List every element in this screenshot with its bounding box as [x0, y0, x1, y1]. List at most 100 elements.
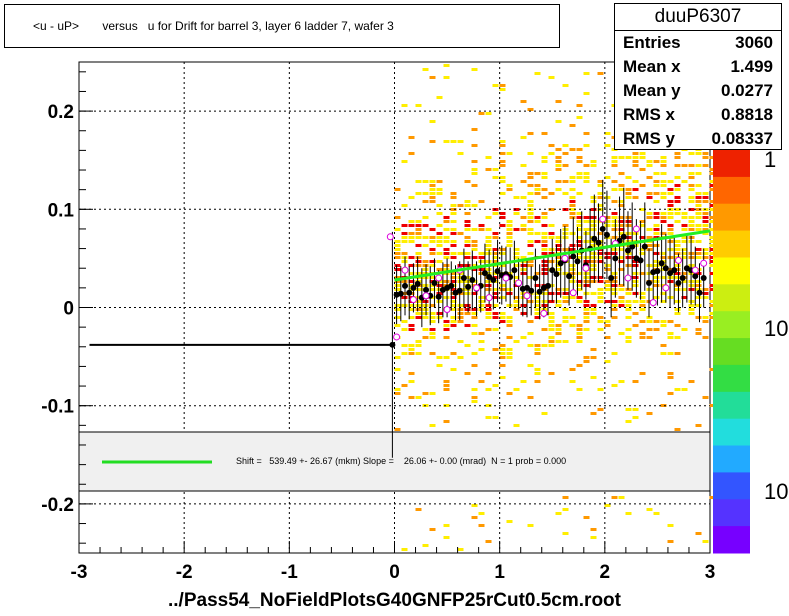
histogram-cell: [660, 156, 667, 159]
histogram-cell: [681, 180, 688, 183]
histogram-cell: [394, 308, 401, 311]
histogram-cell: [506, 336, 513, 339]
histogram-cell: [555, 300, 562, 303]
histogram-cell: [632, 408, 639, 411]
histogram-cell: [394, 244, 401, 247]
histogram-cell: [583, 516, 590, 519]
histogram-title: <u - uP> versus u for Drift for barrel 3…: [4, 4, 560, 48]
histogram-cell: [436, 284, 443, 287]
histogram-cell: [597, 232, 604, 235]
histogram-cell: [583, 256, 590, 259]
histogram-cell: [604, 504, 611, 507]
histogram-cell: [450, 244, 457, 247]
histogram-cell: [597, 328, 604, 331]
histogram-cell: [429, 284, 436, 287]
histogram-cell: [555, 340, 562, 343]
histogram-cell: [492, 232, 499, 235]
histogram-cell: [429, 312, 436, 315]
histogram-cell: [604, 360, 611, 363]
histogram-cell: [471, 240, 478, 243]
histogram-cell: [632, 416, 639, 419]
histogram-cell: [408, 272, 415, 275]
histogram-cell: [492, 212, 499, 215]
histogram-cell: [709, 252, 716, 255]
histogram-cell: [660, 164, 667, 167]
histogram-cell: [541, 176, 548, 179]
histogram-cell: [408, 152, 415, 155]
histogram-cell: [541, 196, 548, 199]
histogram-cell: [450, 256, 457, 259]
histogram-cell: [443, 324, 450, 327]
histogram-cell: [520, 336, 527, 339]
histogram-cell: [429, 184, 436, 187]
profile-point: [410, 284, 417, 291]
histogram-cell: [667, 224, 674, 227]
open-point: [632, 225, 640, 233]
histogram-cell: [618, 380, 625, 383]
histogram-cell: [429, 288, 436, 291]
histogram-cell: [506, 324, 513, 327]
x-axis: -3 -2 -1 0 1 2 3: [71, 541, 715, 583]
histogram-cell: [499, 216, 506, 219]
histogram-cell: [450, 204, 457, 207]
histogram-cell: [499, 224, 506, 227]
histogram-cell: [597, 276, 604, 279]
colorbar-segment: [713, 364, 750, 393]
histogram-cell: [429, 192, 436, 195]
histogram-cell: [611, 304, 618, 307]
histogram-cell: [492, 292, 499, 295]
histogram-cell: [541, 308, 548, 311]
histogram-cell: [639, 308, 646, 311]
histogram-cell: [471, 128, 478, 131]
histogram-cell: [429, 528, 436, 531]
histogram-cell: [471, 204, 478, 207]
histogram-cell: [422, 284, 429, 287]
histogram-cell: [506, 520, 513, 523]
histogram-cell: [611, 236, 618, 239]
histogram-cell: [555, 264, 562, 267]
histogram-cell: [541, 244, 548, 247]
histogram-cell: [499, 152, 506, 155]
histogram-cell: [653, 172, 660, 175]
histogram-cell: [583, 328, 590, 331]
histogram-cell: [667, 192, 674, 195]
histogram-cell: [415, 316, 422, 319]
histogram-cell: [394, 288, 401, 291]
histogram-cell: [576, 336, 583, 339]
y-tick-label: 0.2: [48, 102, 74, 123]
histogram-cell: [604, 320, 611, 323]
histogram-cell: [499, 180, 506, 183]
histogram-cell: [604, 284, 611, 287]
histogram-cell: [639, 168, 646, 171]
histogram-cell: [604, 132, 611, 135]
histogram-cell: [625, 176, 632, 179]
profile-point: [490, 277, 497, 284]
stats-label: Entries: [623, 33, 681, 52]
histogram-cell: [471, 324, 478, 327]
y-tick-label: -0.1: [41, 397, 74, 418]
histogram-cell: [471, 352, 478, 355]
histogram-cell: [597, 388, 604, 391]
histogram-cell: [492, 416, 499, 419]
histogram-cell: [590, 224, 597, 227]
histogram-cell: [534, 296, 541, 299]
histogram-cell: [590, 304, 597, 307]
histogram-cell: [534, 380, 541, 383]
histogram-cell: [478, 340, 485, 343]
histogram-cell: [569, 200, 576, 203]
histogram-cell: [464, 292, 471, 295]
histogram-cell: [702, 256, 709, 259]
histogram-cell: [562, 228, 569, 231]
histogram-cell: [415, 352, 422, 355]
histogram-cell: [436, 268, 443, 271]
histogram-cell: [415, 192, 422, 195]
histogram-cell: [702, 200, 709, 203]
colorbar-segment: [713, 526, 750, 554]
histogram-cell: [569, 232, 576, 235]
histogram-cell: [429, 260, 436, 263]
histogram-cell: [443, 328, 450, 331]
histogram-cell: [590, 536, 597, 539]
histogram-cell: [646, 192, 653, 195]
histogram-cell: [478, 348, 485, 351]
histogram-cell: [457, 316, 464, 319]
